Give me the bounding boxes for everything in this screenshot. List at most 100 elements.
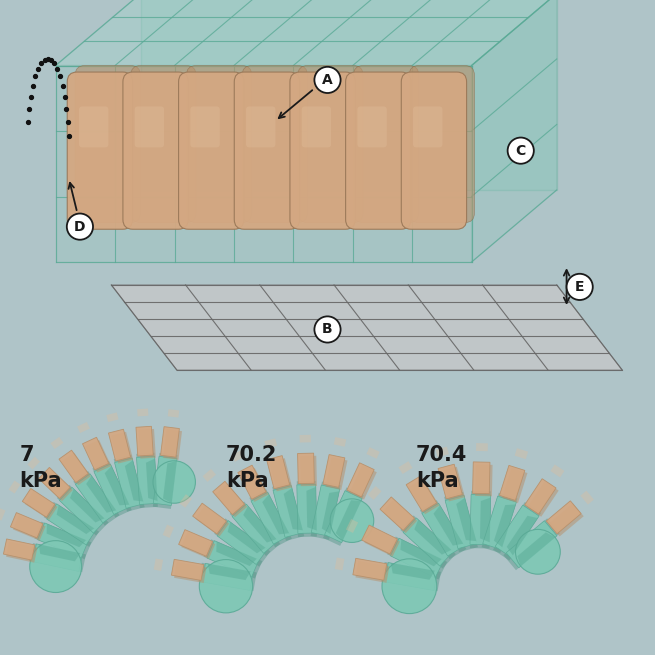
Polygon shape bbox=[85, 440, 111, 472]
FancyBboxPatch shape bbox=[346, 72, 411, 229]
Polygon shape bbox=[231, 450, 245, 462]
Circle shape bbox=[29, 540, 82, 593]
Text: C: C bbox=[515, 143, 526, 158]
Polygon shape bbox=[13, 515, 46, 540]
Polygon shape bbox=[153, 453, 178, 509]
Polygon shape bbox=[73, 471, 120, 526]
Polygon shape bbox=[580, 491, 594, 504]
Polygon shape bbox=[383, 500, 417, 533]
Polygon shape bbox=[10, 513, 43, 538]
Circle shape bbox=[567, 274, 593, 300]
Polygon shape bbox=[216, 542, 257, 566]
Polygon shape bbox=[111, 285, 622, 370]
Polygon shape bbox=[323, 487, 364, 546]
Polygon shape bbox=[299, 435, 311, 443]
Polygon shape bbox=[495, 505, 539, 557]
Polygon shape bbox=[57, 485, 109, 536]
Polygon shape bbox=[243, 506, 276, 542]
Polygon shape bbox=[445, 495, 477, 549]
Polygon shape bbox=[507, 515, 538, 555]
Polygon shape bbox=[38, 523, 88, 558]
Polygon shape bbox=[240, 468, 269, 502]
Polygon shape bbox=[367, 486, 381, 500]
Polygon shape bbox=[56, 0, 557, 66]
Text: kPa: kPa bbox=[20, 472, 62, 491]
Polygon shape bbox=[9, 481, 20, 494]
Polygon shape bbox=[273, 486, 303, 537]
Circle shape bbox=[314, 67, 341, 93]
Polygon shape bbox=[480, 498, 491, 542]
Polygon shape bbox=[307, 487, 317, 531]
Polygon shape bbox=[106, 413, 119, 422]
Polygon shape bbox=[39, 544, 80, 561]
Polygon shape bbox=[457, 498, 476, 541]
Polygon shape bbox=[228, 522, 265, 553]
Polygon shape bbox=[136, 457, 158, 504]
Text: E: E bbox=[575, 280, 584, 294]
Polygon shape bbox=[284, 488, 303, 531]
FancyBboxPatch shape bbox=[413, 106, 443, 147]
Polygon shape bbox=[362, 525, 398, 554]
Polygon shape bbox=[476, 443, 488, 451]
Polygon shape bbox=[214, 519, 271, 567]
Polygon shape bbox=[300, 456, 317, 486]
Polygon shape bbox=[335, 557, 345, 571]
FancyBboxPatch shape bbox=[298, 66, 363, 223]
Polygon shape bbox=[422, 503, 464, 556]
Circle shape bbox=[153, 461, 195, 503]
Polygon shape bbox=[163, 461, 177, 503]
Polygon shape bbox=[385, 563, 438, 591]
Polygon shape bbox=[310, 481, 341, 540]
Polygon shape bbox=[92, 461, 132, 517]
Polygon shape bbox=[215, 484, 247, 517]
FancyBboxPatch shape bbox=[242, 66, 307, 223]
Polygon shape bbox=[517, 533, 555, 566]
Polygon shape bbox=[494, 504, 515, 547]
Polygon shape bbox=[436, 447, 449, 457]
Polygon shape bbox=[409, 479, 440, 514]
Polygon shape bbox=[500, 466, 525, 500]
Polygon shape bbox=[35, 521, 92, 559]
Polygon shape bbox=[153, 457, 177, 506]
Polygon shape bbox=[232, 504, 278, 553]
Polygon shape bbox=[28, 457, 40, 470]
Polygon shape bbox=[406, 476, 437, 512]
Polygon shape bbox=[56, 505, 94, 534]
Polygon shape bbox=[111, 432, 133, 464]
Polygon shape bbox=[160, 426, 179, 457]
FancyBboxPatch shape bbox=[79, 106, 109, 147]
Polygon shape bbox=[139, 429, 156, 458]
Polygon shape bbox=[481, 493, 517, 553]
Polygon shape bbox=[94, 464, 130, 514]
Polygon shape bbox=[22, 489, 55, 517]
FancyBboxPatch shape bbox=[354, 66, 419, 223]
Polygon shape bbox=[438, 464, 462, 499]
Polygon shape bbox=[493, 502, 541, 561]
Text: D: D bbox=[74, 219, 86, 234]
Polygon shape bbox=[390, 538, 444, 578]
Polygon shape bbox=[47, 504, 96, 545]
Polygon shape bbox=[181, 533, 215, 559]
Polygon shape bbox=[546, 501, 581, 534]
Polygon shape bbox=[272, 482, 305, 541]
Polygon shape bbox=[39, 468, 70, 498]
Polygon shape bbox=[380, 497, 415, 531]
Text: 7: 7 bbox=[20, 445, 34, 465]
Polygon shape bbox=[174, 562, 206, 583]
Circle shape bbox=[508, 138, 534, 164]
FancyBboxPatch shape bbox=[290, 72, 355, 229]
Polygon shape bbox=[193, 503, 227, 534]
Polygon shape bbox=[29, 543, 86, 572]
Polygon shape bbox=[311, 485, 340, 536]
Polygon shape bbox=[41, 470, 73, 501]
Circle shape bbox=[330, 499, 374, 542]
Polygon shape bbox=[297, 481, 317, 537]
Polygon shape bbox=[525, 479, 556, 514]
Polygon shape bbox=[364, 528, 400, 557]
FancyBboxPatch shape bbox=[402, 72, 466, 229]
Text: B: B bbox=[322, 322, 333, 337]
Circle shape bbox=[515, 529, 560, 574]
FancyBboxPatch shape bbox=[179, 72, 244, 229]
Polygon shape bbox=[60, 487, 106, 533]
Polygon shape bbox=[250, 489, 292, 548]
